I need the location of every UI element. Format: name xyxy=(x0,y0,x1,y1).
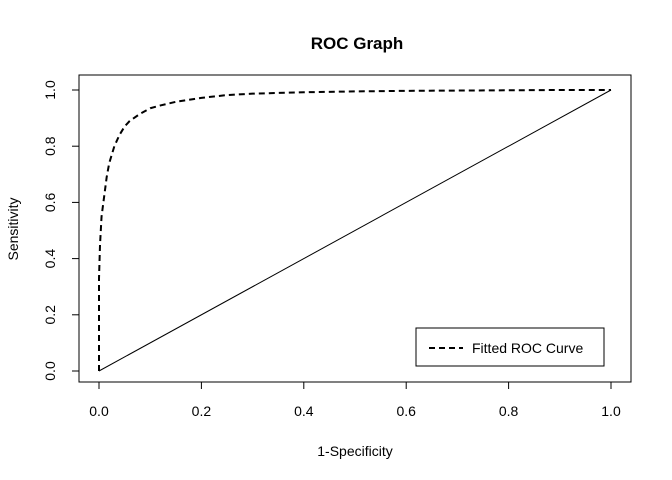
x-tick-label: 0.0 xyxy=(89,403,109,419)
x-tick-label: 0.4 xyxy=(294,403,314,419)
x-axis-label: 1-Specificity xyxy=(317,443,392,459)
series-layer xyxy=(98,89,612,372)
y-tick-label: 0.8 xyxy=(42,136,58,156)
x-tick-label: 1.0 xyxy=(601,403,621,419)
fitted-roc-curve-line xyxy=(98,89,611,371)
y-tick-label: 0.4 xyxy=(42,249,58,269)
legend-box xyxy=(415,327,605,367)
legend: Fitted ROC Curve xyxy=(415,327,605,367)
y-tick-label: 0.0 xyxy=(42,361,58,381)
x-tick-label: 0.8 xyxy=(499,403,519,419)
x-axis: 0.0 0.2 0.4 0.6 0.8 1.0 xyxy=(89,381,621,419)
x-tick-label: 0.6 xyxy=(396,403,416,419)
y-tick-label: 0.6 xyxy=(42,192,58,212)
x-tick-label: 0.2 xyxy=(192,403,212,419)
y-axis: 0.0 0.2 0.4 0.6 0.8 1.0 xyxy=(42,80,80,381)
y-axis-label: Sensitivity xyxy=(5,197,21,260)
y-tick-label: 0.2 xyxy=(42,305,58,325)
diagonal-reference-line xyxy=(98,89,612,372)
y-tick-label: 1.0 xyxy=(42,80,58,100)
chart-title: ROC Graph xyxy=(311,34,404,53)
legend-label: Fitted ROC Curve xyxy=(472,340,583,356)
